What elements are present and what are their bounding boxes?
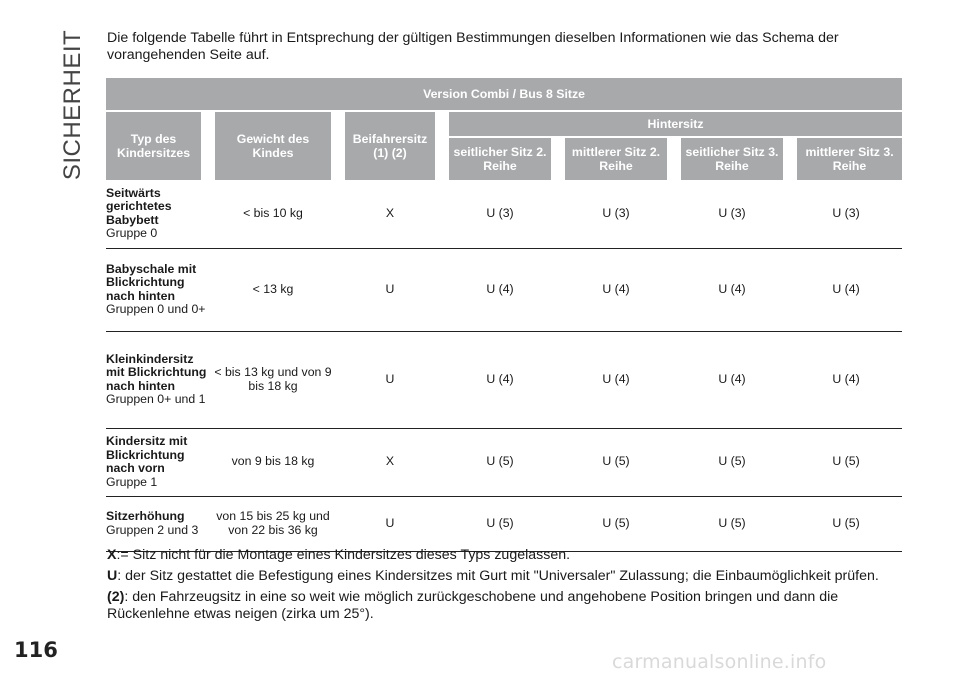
page-number: 116: [14, 638, 58, 662]
note-key: X: [107, 547, 117, 563]
passenger-cell: X: [385, 206, 395, 220]
rear-1-cell: U (5): [486, 454, 514, 469]
child-seat-table: Version Combi / Bus 8 Sitze Typ des Kind…: [106, 78, 903, 552]
weight-cell: < bis 13 kg und von 9 bis 18 kg: [214, 365, 332, 393]
passenger-cell: U: [385, 281, 395, 296]
seat-type-name: Kindersitz mit Blickrichtung nach vorn: [106, 434, 188, 475]
rear-2-cell: U (3): [602, 206, 630, 220]
rear-1-cell: U (5): [486, 515, 514, 530]
rear-3-cell: U (5): [718, 515, 746, 530]
col-header-rear-3: seitlicher Sitz 3. Reihe: [674, 137, 797, 180]
col-header-rear-2: mittlerer Sitz 2. Reihe: [558, 137, 681, 180]
header-row-rear: seitlicher Sitz 2. Reihe mittlerer Sitz …: [106, 137, 903, 180]
header-row-main: Typ des Kindersitzes Gewicht des Kindes …: [106, 111, 903, 180]
col-header-weight: Gewicht des Kindes: [208, 111, 345, 180]
table-row: Kindersitz mit Blickrichtung nach vorn G…: [106, 428, 903, 496]
rear-2-cell: U (5): [602, 515, 630, 530]
rear-3-cell: U (4): [718, 281, 746, 296]
rear-4-cell: U (4): [832, 371, 860, 386]
seat-type-name: Seitwärts gerichtetes Babybett: [106, 185, 172, 227]
rear-3-cell: U (4): [718, 371, 746, 386]
note-text: : den Fahrzeugsitz in eine so weit wie m…: [107, 589, 839, 622]
passenger-cell: U: [385, 515, 395, 530]
compatibility-table: Version Combi / Bus 8 Sitze Typ des Kind…: [106, 78, 903, 552]
rear-1-cell: U (3): [486, 206, 514, 220]
col-header-rear-seat: Hintersitz: [442, 111, 903, 138]
note-key: (2): [107, 589, 125, 605]
weight-cell: von 15 bis 25 kg und von 22 bis 36 kg: [216, 509, 330, 537]
seat-type-group: Gruppe 1: [106, 474, 158, 489]
col-header-type: Typ des Kindersitzes: [106, 111, 215, 180]
rear-4-cell: U (3): [832, 206, 860, 220]
table-row: Sitzerhöhung Gruppen 2 und 3 von 15 bis …: [106, 496, 903, 551]
rear-2-cell: U (4): [602, 281, 630, 296]
seat-type-cell: Babyschale mit Blickrichtung nach hinten…: [106, 248, 208, 331]
version-header: Version Combi / Bus 8 Sitze: [106, 78, 903, 112]
rear-3-cell: U (3): [718, 206, 746, 220]
seat-type-name: Babyschale mit Blickrichtung nach hinten: [106, 261, 197, 303]
weight-cell: von 9 bis 18 kg: [231, 454, 315, 469]
legend-notes: X:= Sitz nicht für die Montage eines Kin…: [107, 547, 907, 627]
col-header-rear-1: seitlicher Sitz 2. Reihe: [442, 137, 565, 180]
note-key: U: [107, 568, 118, 584]
passenger-cell: X: [385, 454, 395, 469]
table-row: Kleinkindersitz mit Blickrichtung nach h…: [106, 331, 903, 428]
col-header-passenger-seat: Beifahrersitz (1) (2): [338, 111, 449, 180]
seat-type-group: Gruppe 0: [106, 226, 158, 241]
note-u: U: der Sitz gestattet die Befestigung ei…: [107, 568, 907, 585]
rear-3-cell: U (5): [718, 454, 746, 469]
col-header-rear-4: mittlerer Sitz 3. Reihe: [790, 137, 903, 180]
header-row-version: Version Combi / Bus 8 Sitze: [106, 78, 903, 112]
rear-1-cell: U (4): [486, 281, 514, 296]
note-x: X:= Sitz nicht für die Montage eines Kin…: [107, 547, 907, 564]
passenger-cell: U: [385, 371, 395, 386]
seat-type-name: Kleinkindersitz mit Blickrichtung nach h…: [106, 351, 207, 393]
seat-type-group: Gruppen 2 und 3: [106, 522, 199, 537]
seat-type-cell: Seitwärts gerichtetes Babybett Gruppe 0: [106, 180, 208, 248]
table-row: Babyschale mit Blickrichtung nach hinten…: [106, 248, 903, 331]
seat-type-cell: Sitzerhöhung Gruppen 2 und 3: [106, 496, 208, 551]
rear-4-cell: U (5): [832, 515, 860, 530]
rear-2-cell: U (4): [602, 371, 630, 386]
rear-2-cell: U (5): [602, 454, 630, 469]
section-title: SICHERHEIT: [56, 30, 90, 180]
note-2: (2): den Fahrzeugsitz in eine so weit wi…: [107, 589, 907, 623]
rear-1-cell: U (4): [486, 371, 514, 386]
note-text: : der Sitz gestattet die Befestigung ein…: [117, 568, 879, 584]
rear-4-cell: U (4): [832, 281, 860, 296]
weight-cell: < 13 kg: [252, 281, 294, 296]
section-title-text: SICHERHEIT: [59, 29, 87, 181]
watermark: carmanualsonline.info: [612, 651, 827, 673]
seat-type-group: Gruppen 0 und 0+: [106, 302, 206, 316]
note-text: := Sitz nicht für die Montage eines Kind…: [116, 547, 571, 563]
seat-type-name: Sitzerhöhung: [106, 509, 185, 523]
seat-type-group: Gruppen 0+ und 1: [106, 392, 206, 406]
table-row: Seitwärts gerichtetes Babybett Gruppe 0 …: [106, 180, 903, 248]
rear-4-cell: U (5): [832, 454, 860, 469]
intro-paragraph: Die folgende Tabelle führt in Entsprechu…: [107, 30, 839, 63]
seat-type-cell: Kleinkindersitz mit Blickrichtung nach h…: [106, 331, 208, 428]
weight-cell: < bis 10 kg: [243, 206, 303, 220]
seat-type-cell: Kindersitz mit Blickrichtung nach vorn G…: [106, 428, 208, 496]
